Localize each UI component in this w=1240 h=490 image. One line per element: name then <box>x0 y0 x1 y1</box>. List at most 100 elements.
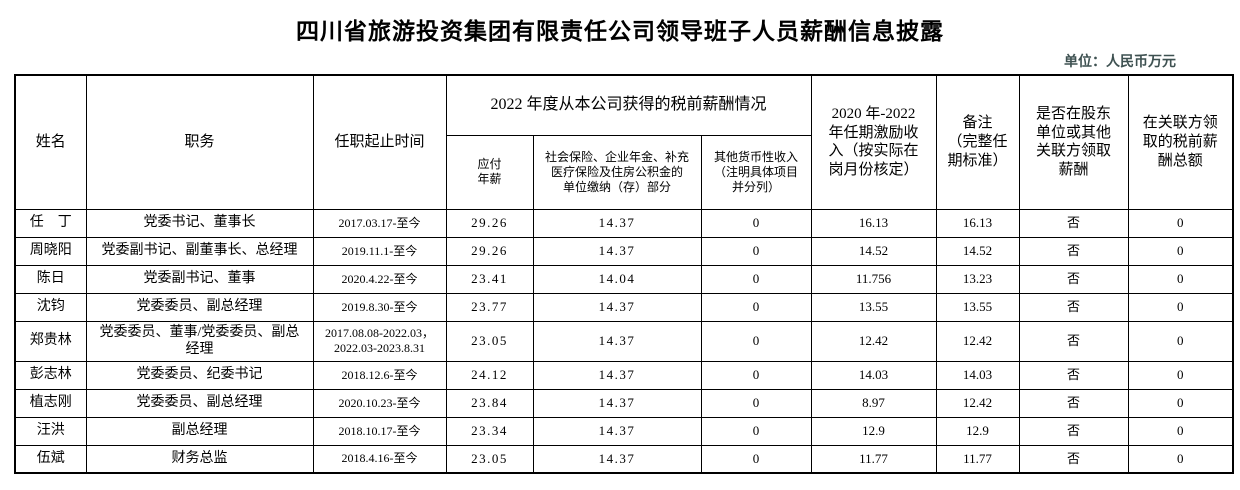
col-header-remark: 备注 （完整任 期标准） <box>935 74 1020 210</box>
cell-social: 14.37 <box>532 208 702 238</box>
table-row: 沈钧 党委委员、副总经理 2019.8.30-至今 23.77 14.37 0 … <box>14 292 1234 322</box>
cell-payable: 29.26 <box>445 208 534 238</box>
col-header-incentive: 2020 年-2022 年任期激励收 入（按实际在 岗月份核定） <box>810 74 937 210</box>
cell-related-total: 0 <box>1127 416 1234 446</box>
unit-note: 单位：人民币万元 <box>1064 55 1176 70</box>
table-row: 陈日 党委副书记、董事 2020.4.22-至今 23.41 14.04 0 1… <box>14 264 1234 294</box>
cell-term: 2017.03.17-至今 <box>312 208 447 238</box>
cell-position: 财务总监 <box>85 444 314 474</box>
cell-position: 党委委员、董事/党委委员、副总 经理 <box>85 320 314 362</box>
cell-position: 党委书记、董事长 <box>85 208 314 238</box>
cell-related-total: 0 <box>1127 208 1234 238</box>
cell-payable: 23.41 <box>445 264 534 294</box>
cell-payable: 23.05 <box>445 320 534 362</box>
cell-remark: 11.77 <box>935 444 1020 474</box>
cell-related-flag: 否 <box>1018 264 1129 294</box>
cell-social: 14.37 <box>532 292 702 322</box>
cell-name: 郑贵林 <box>14 320 87 362</box>
header-row-1: 姓名 职务 任职起止时间 2022 年度从本公司获得的税前薪酬情况 2020 年… <box>14 74 1234 210</box>
col-header-other-income: 其他货币性收入 （注明具体项目 并分列） <box>700 134 812 210</box>
cell-term: 2020.4.22-至今 <box>312 264 447 294</box>
col-header-payable-salary: 应付 年薪 <box>445 134 534 210</box>
cell-position: 党委副书记、副董事长、总经理 <box>85 236 314 266</box>
cell-name: 任 丁 <box>14 208 87 238</box>
col-header-position: 职务 <box>85 74 314 210</box>
cell-position: 党委副书记、董事 <box>85 264 314 294</box>
cell-remark: 12.9 <box>935 416 1020 446</box>
cell-other: 0 <box>700 416 812 446</box>
col-header-term: 任职起止时间 <box>312 74 447 210</box>
col-header-related-party-total: 在关联方领 取的税前薪 酬总额 <box>1127 74 1234 210</box>
cell-name: 彭志林 <box>14 360 87 390</box>
cell-related-total: 0 <box>1127 236 1234 266</box>
cell-related-total: 0 <box>1127 320 1234 362</box>
cell-incentive: 12.9 <box>810 416 937 446</box>
table-row: 汪洪 副总经理 2018.10.17-至今 23.34 14.37 0 12.9… <box>14 416 1234 446</box>
cell-related-flag: 否 <box>1018 208 1129 238</box>
cell-social: 14.37 <box>532 360 702 390</box>
cell-incentive: 8.97 <box>810 388 937 418</box>
cell-term: 2018.4.16-至今 <box>312 444 447 474</box>
salary-table: 姓名 职务 任职起止时间 2022 年度从本公司获得的税前薪酬情况 2020 年… <box>14 74 1234 474</box>
cell-term: 2020.10.23-至今 <box>312 388 447 418</box>
cell-other: 0 <box>700 388 812 418</box>
cell-related-flag: 否 <box>1018 320 1129 362</box>
cell-remark: 14.03 <box>935 360 1020 390</box>
cell-social: 14.37 <box>532 444 702 474</box>
cell-related-total: 0 <box>1127 360 1234 390</box>
table-row: 伍斌 财务总监 2018.4.16-至今 23.05 14.37 0 11.77… <box>14 444 1234 474</box>
table-row: 郑贵林 党委委员、董事/党委委员、副总 经理 2017.08.08-2022.0… <box>14 320 1234 362</box>
cell-related-flag: 否 <box>1018 444 1129 474</box>
cell-name: 周晓阳 <box>14 236 87 266</box>
cell-name: 陈日 <box>14 264 87 294</box>
cell-incentive: 16.13 <box>810 208 937 238</box>
cell-related-total: 0 <box>1127 264 1234 294</box>
cell-payable: 23.77 <box>445 292 534 322</box>
cell-remark: 13.55 <box>935 292 1020 322</box>
cell-other: 0 <box>700 292 812 322</box>
table-row: 植志刚 党委委员、副总经理 2020.10.23-至今 23.84 14.37 … <box>14 388 1234 418</box>
col-header-social-insurance: 社会保险、企业年金、补充 医疗保险及住房公积金的 单位缴纳（存）部分 <box>532 134 702 210</box>
cell-name: 汪洪 <box>14 416 87 446</box>
cell-incentive: 14.03 <box>810 360 937 390</box>
cell-remark: 12.42 <box>935 320 1020 362</box>
cell-remark: 14.52 <box>935 236 1020 266</box>
cell-term: 2018.10.17-至今 <box>312 416 447 446</box>
cell-payable: 23.34 <box>445 416 534 446</box>
cell-remark: 12.42 <box>935 388 1020 418</box>
cell-payable: 23.84 <box>445 388 534 418</box>
cell-term: 2019.11.1-至今 <box>312 236 447 266</box>
cell-other: 0 <box>700 208 812 238</box>
cell-related-flag: 否 <box>1018 388 1129 418</box>
cell-incentive: 11.756 <box>810 264 937 294</box>
cell-related-total: 0 <box>1127 444 1234 474</box>
page-title: 四川省旅游投资集团有限责任公司领导班子人员薪酬信息披露 <box>296 18 944 44</box>
cell-payable: 29.26 <box>445 236 534 266</box>
cell-term: 2017.08.08-2022.03， 2022.03-2023.8.31 <box>312 320 447 362</box>
cell-social: 14.37 <box>532 416 702 446</box>
cell-other: 0 <box>700 236 812 266</box>
cell-other: 0 <box>700 264 812 294</box>
cell-incentive: 14.52 <box>810 236 937 266</box>
cell-other: 0 <box>700 444 812 474</box>
cell-position: 党委委员、副总经理 <box>85 388 314 418</box>
cell-other: 0 <box>700 360 812 390</box>
cell-related-flag: 否 <box>1018 416 1129 446</box>
cell-incentive: 13.55 <box>810 292 937 322</box>
cell-remark: 13.23 <box>935 264 1020 294</box>
cell-related-flag: 否 <box>1018 292 1129 322</box>
cell-name: 沈钧 <box>14 292 87 322</box>
cell-related-total: 0 <box>1127 388 1234 418</box>
cell-term: 2018.12.6-至今 <box>312 360 447 390</box>
col-header-name: 姓名 <box>14 74 87 210</box>
cell-payable: 24.12 <box>445 360 534 390</box>
cell-social: 14.04 <box>532 264 702 294</box>
cell-incentive: 11.77 <box>810 444 937 474</box>
cell-related-total: 0 <box>1127 292 1234 322</box>
cell-term: 2019.8.30-至今 <box>312 292 447 322</box>
cell-name: 伍斌 <box>14 444 87 474</box>
cell-social: 14.37 <box>532 388 702 418</box>
table-row: 任 丁 党委书记、董事长 2017.03.17-至今 29.26 14.37 0… <box>14 208 1234 238</box>
header-row-2: 应付 年薪 社会保险、企业年金、补充 医疗保险及住房公积金的 单位缴纳（存）部分… <box>15 134 1233 210</box>
